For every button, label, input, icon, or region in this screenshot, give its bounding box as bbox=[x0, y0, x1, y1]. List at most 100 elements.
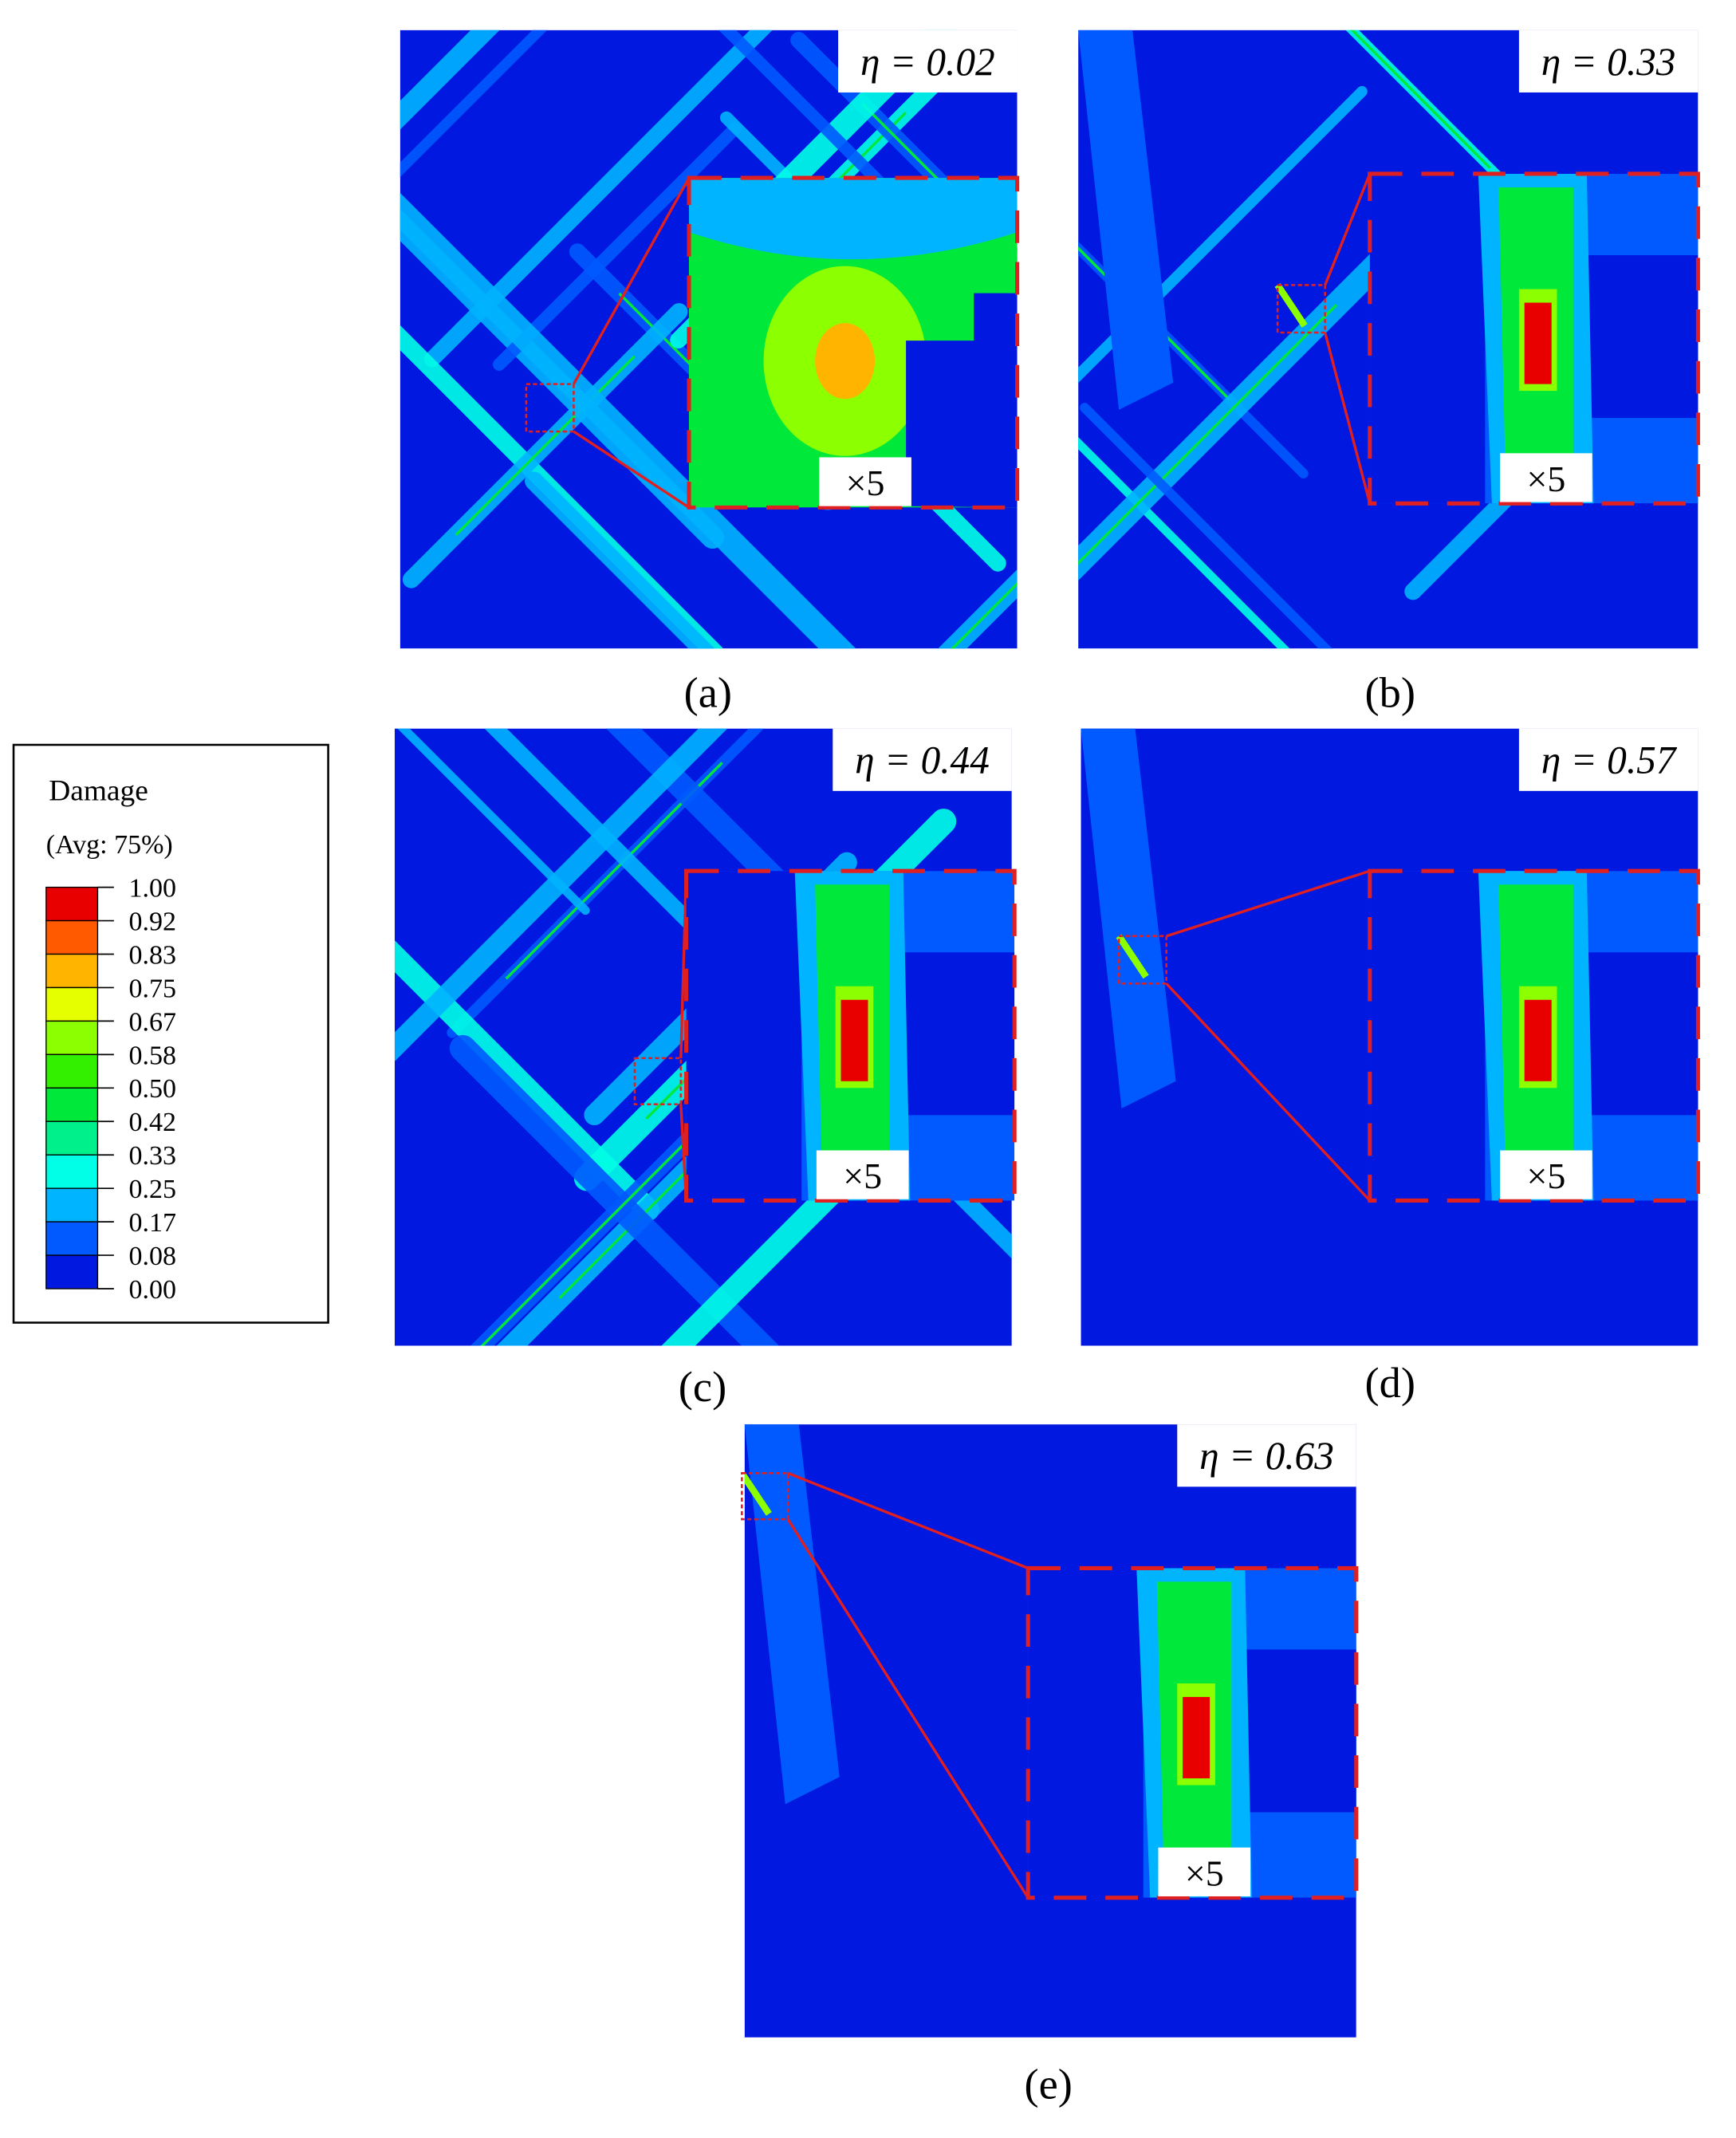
zoom-line bbox=[572, 177, 691, 385]
panel-label: (a) bbox=[684, 668, 732, 716]
eta-box bbox=[833, 728, 1012, 791]
panel: η = 0.44 ×5 (c) bbox=[394, 728, 1017, 1411]
eta-label: η = 0.02 bbox=[860, 40, 995, 84]
inset-region bbox=[688, 178, 1018, 260]
panel: η = 0.02 ×5 (a) bbox=[400, 30, 1020, 716]
inset-region bbox=[1183, 1696, 1210, 1779]
eta-box bbox=[1518, 30, 1699, 93]
level-label: 0.25 bbox=[129, 1175, 176, 1204]
color-band bbox=[45, 986, 99, 1022]
zoom-line bbox=[573, 430, 690, 509]
panel-label: (d) bbox=[1365, 1359, 1415, 1407]
inset-frame bbox=[1368, 868, 1700, 1203]
damage-band bbox=[394, 728, 728, 1061]
damage-band bbox=[1274, 283, 1308, 328]
color-band bbox=[45, 886, 99, 922]
color-band bbox=[45, 1154, 99, 1189]
damage-band bbox=[1080, 403, 1333, 649]
eta-box bbox=[1177, 1424, 1356, 1487]
panel: η = 0.33 ×5 (b) bbox=[1078, 30, 1700, 716]
inset-region bbox=[1028, 1568, 1144, 1898]
zoom-line bbox=[1324, 332, 1372, 504]
inset-frame bbox=[687, 175, 1020, 510]
eta-label: η = 0.33 bbox=[1541, 40, 1676, 84]
damage-band bbox=[400, 30, 548, 178]
zoom-line bbox=[1166, 869, 1371, 938]
color-bar: 1.00 0.92 0.83 0.75 0.67 0.58 0.50 0.42 0.33 0.25… bbox=[45, 874, 176, 1305]
zoom-line bbox=[787, 1471, 1029, 1569]
damage-band bbox=[1078, 437, 1290, 649]
zoom-label: ×5 bbox=[843, 1156, 882, 1196]
damage-band bbox=[397, 728, 590, 915]
eta-box bbox=[838, 30, 1018, 93]
inset-frame bbox=[684, 868, 1017, 1203]
legend: Damage (Avg: 75%) 1.00 0.92 0.83 0.75 0.67 0.… bbox=[12, 743, 329, 1324]
inset-region bbox=[1369, 173, 1486, 504]
damage-band bbox=[1078, 30, 1174, 410]
damage-band bbox=[394, 940, 659, 1221]
zoom-source bbox=[633, 1057, 683, 1105]
legend-subtitle: (Avg: 75%) bbox=[46, 830, 173, 860]
zoom-box bbox=[1500, 1150, 1592, 1199]
level-label: 0.67 bbox=[129, 1007, 176, 1037]
damage-band bbox=[525, 471, 715, 649]
damage-core bbox=[1078, 304, 1338, 565]
eta-box bbox=[1518, 728, 1699, 791]
panel: η = 0.63 ×5 (e) bbox=[741, 1424, 1359, 2108]
damage-band bbox=[493, 122, 742, 372]
damage-band bbox=[484, 728, 733, 966]
zoom-line bbox=[679, 871, 688, 1058]
damage-band bbox=[423, 30, 773, 368]
damage-band bbox=[718, 30, 916, 219]
damage-band bbox=[400, 30, 500, 130]
inset-region bbox=[1231, 1649, 1356, 1813]
zoom-source bbox=[525, 383, 575, 433]
panel-label: (e) bbox=[1025, 2060, 1073, 2108]
damage-band bbox=[449, 1034, 779, 1346]
zoom-label: ×5 bbox=[1526, 459, 1565, 499]
zoom-inset bbox=[686, 871, 1015, 1201]
zoom-source bbox=[1117, 935, 1167, 985]
zoom-inset bbox=[1369, 871, 1699, 1201]
zoom-label: ×5 bbox=[846, 463, 885, 503]
color-band bbox=[45, 1254, 99, 1289]
zoom-source bbox=[1276, 284, 1326, 334]
damage-core bbox=[1078, 246, 1231, 401]
inset-region bbox=[1573, 255, 1699, 419]
level-label: 0.33 bbox=[129, 1141, 176, 1171]
damage-band bbox=[1078, 85, 1368, 384]
level-label: 0.75 bbox=[129, 974, 176, 1003]
panel-label: (c) bbox=[679, 1363, 726, 1411]
level-label: 0.83 bbox=[129, 940, 176, 970]
eta-label: η = 0.63 bbox=[1199, 1434, 1334, 1478]
inset-region bbox=[840, 999, 868, 1081]
color-band bbox=[45, 1187, 99, 1223]
color-band bbox=[45, 1053, 99, 1089]
damage-core bbox=[1350, 30, 1491, 169]
zoom-inset bbox=[1369, 173, 1699, 504]
inset-region bbox=[1369, 871, 1486, 1201]
color-band bbox=[45, 1087, 99, 1122]
inset-region bbox=[1524, 302, 1552, 384]
eta-label: η = 0.44 bbox=[855, 738, 990, 782]
level-label: 0.00 bbox=[129, 1275, 176, 1305]
zoom-box bbox=[819, 457, 911, 506]
panel: η = 0.57 ×5 (d) bbox=[1081, 728, 1700, 1407]
damage-core bbox=[950, 581, 1018, 649]
inset-region bbox=[686, 871, 802, 1201]
inset-region bbox=[1573, 952, 1699, 1116]
damage-band bbox=[1081, 728, 1176, 1108]
zoom-inset bbox=[1028, 1568, 1356, 1898]
level-label: 0.08 bbox=[129, 1242, 176, 1271]
inset-region bbox=[815, 323, 876, 400]
panel-label: (b) bbox=[1365, 668, 1415, 716]
level-label: 0.58 bbox=[129, 1041, 176, 1070]
damage-core bbox=[455, 355, 636, 536]
zoom-label: ×5 bbox=[1526, 1156, 1565, 1196]
zoom-source bbox=[741, 1472, 789, 1521]
zoom-line bbox=[1165, 982, 1372, 1202]
eta-label: η = 0.57 bbox=[1541, 738, 1678, 782]
damage-band bbox=[1116, 934, 1149, 979]
